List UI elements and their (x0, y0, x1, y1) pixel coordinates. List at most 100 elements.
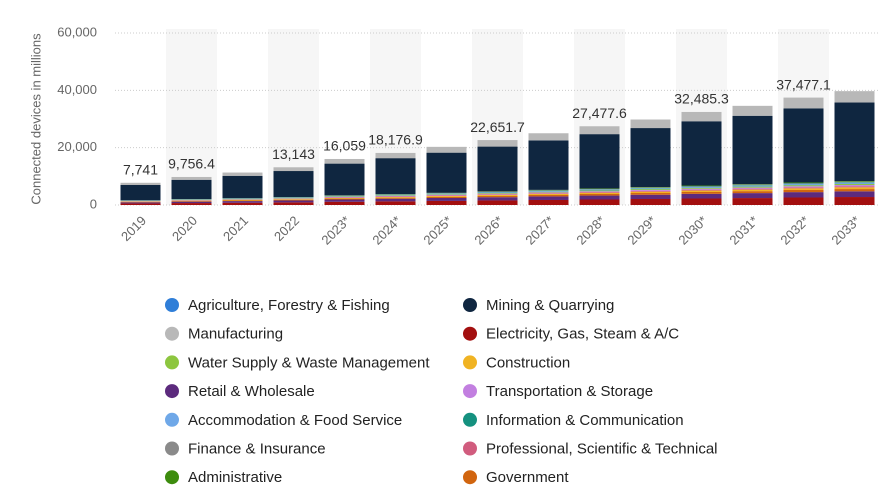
y-tick-label: 20,000 (57, 139, 97, 154)
bar-segment (834, 102, 875, 182)
bar-segment (324, 158, 365, 164)
total-label: 32,485.3 (674, 91, 729, 107)
bar-segment (834, 182, 875, 183)
bar-segment (273, 202, 314, 205)
legend-label: Professional, Scientific & Technical (486, 440, 718, 457)
bar-segment (783, 108, 824, 183)
bar-segment (834, 189, 875, 192)
bar-segment (477, 146, 518, 192)
x-tick-label: 2028* (573, 213, 608, 248)
bar-segment (324, 201, 365, 205)
bar-segment (324, 199, 365, 202)
total-label: 9,756.4 (168, 156, 215, 172)
bar-segment (273, 199, 314, 201)
legend-label: Agriculture, Forestry & Fishing (188, 297, 390, 314)
bar-segment (732, 189, 773, 192)
bar-segment (528, 140, 569, 190)
bar-segment (834, 91, 875, 103)
y-tick-label: 0 (90, 196, 97, 211)
x-tick-label: 2032* (777, 213, 812, 248)
legend-label: Administrative (188, 469, 282, 486)
bar-segment (732, 186, 773, 188)
bar-segment (528, 191, 569, 193)
legend-label: Information & Communication (486, 412, 684, 429)
bar-segment (834, 197, 875, 205)
bar-segment (528, 193, 569, 195)
bar-segment (273, 199, 314, 200)
bar-segment (426, 194, 467, 196)
legend-marker (463, 412, 477, 427)
bar-segment (783, 183, 824, 184)
bar-segment (783, 184, 824, 186)
bar-segment (783, 192, 824, 198)
bar-segment (273, 200, 314, 203)
bar-segment (834, 187, 875, 190)
legend-marker (463, 326, 477, 341)
bar-segment (783, 186, 824, 188)
bar-segment (630, 193, 671, 195)
bar-segment (375, 196, 416, 197)
x-tick-label: 2030* (675, 213, 710, 248)
legend-marker (165, 384, 179, 399)
bar-segment (222, 201, 263, 203)
bar-segment (375, 196, 416, 198)
total-label: 22,651.7 (470, 119, 525, 135)
bar-segment (426, 152, 467, 193)
bar-segment (426, 200, 467, 205)
bar-segment (426, 198, 467, 201)
bar-segment (783, 185, 824, 187)
bar-segment (630, 128, 671, 187)
bar-segment (477, 195, 518, 198)
bar-segment (681, 121, 722, 186)
bar-segment (528, 193, 569, 194)
legend-marker (463, 470, 477, 485)
legend-label: Manufacturing (188, 326, 283, 343)
x-tick-label: 2023* (318, 213, 353, 248)
bar-segment (426, 146, 467, 153)
bar-segment (579, 192, 620, 193)
bar-segment (630, 194, 671, 200)
x-tick-label: 2031* (726, 213, 761, 248)
legend-label: Electricity, Gas, Steam & A/C (486, 326, 679, 343)
bar-segment (732, 187, 773, 189)
total-label: 27,477.6 (572, 105, 627, 121)
bar-segment (579, 193, 620, 196)
bar-segment (834, 191, 875, 198)
bar-segment (579, 199, 620, 205)
bar-segment (834, 185, 875, 187)
y-tick-label: 60,000 (57, 24, 97, 39)
legend-marker (463, 355, 477, 370)
legend-label: Mining & Quarrying (486, 297, 614, 314)
total-label: 18,176.9 (368, 132, 423, 148)
legend-label: Transportation & Storage (486, 383, 653, 400)
bar-segment (834, 183, 875, 186)
bar-segment (171, 176, 212, 180)
bar-segment (579, 191, 620, 193)
bar-segment (732, 191, 773, 194)
bar-segment (477, 192, 518, 194)
bar-segment (426, 195, 467, 197)
legend-label: Retail & Wholesale (188, 383, 315, 400)
bar-segment (426, 196, 467, 199)
bar-segment (375, 158, 416, 195)
bar-segment (783, 184, 824, 185)
legend-marker (463, 384, 477, 399)
bar-segment (120, 182, 161, 185)
bar-segment (630, 189, 671, 191)
bar-segment (324, 163, 365, 196)
bar-segment (120, 202, 161, 204)
x-tick-label: 2022 (271, 213, 302, 244)
bar-segment (375, 201, 416, 205)
bar-segment (477, 193, 518, 195)
bar-segment (630, 191, 671, 194)
x-tick-label: 2025* (420, 213, 455, 248)
legend-marker (165, 355, 179, 370)
x-tick-label: 2024* (369, 213, 404, 248)
bar-segment (375, 197, 416, 199)
bar-segment (273, 167, 314, 172)
bar-segment (528, 192, 569, 194)
bar-segment (273, 171, 314, 198)
bar-segment (783, 189, 824, 193)
bar-segment (222, 172, 263, 176)
